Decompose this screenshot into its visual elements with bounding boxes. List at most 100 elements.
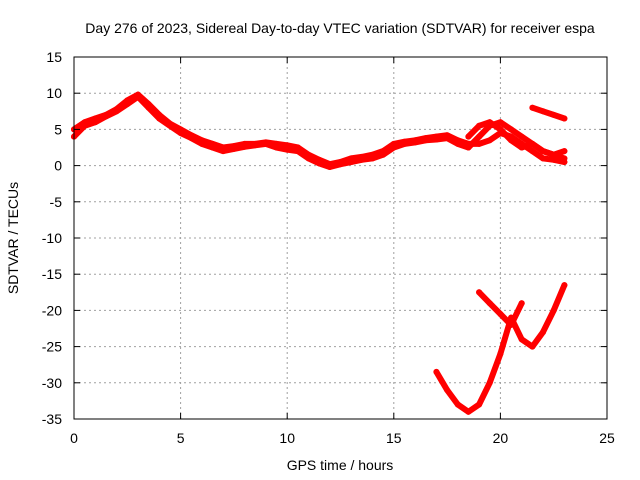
main-trace-b-point: [188, 135, 195, 142]
main-trace-b-point: [145, 104, 152, 111]
main-trace-b-point: [113, 108, 120, 115]
y-tick-label: -15: [42, 266, 62, 282]
main-trace-c-point: [486, 119, 493, 126]
main-trace-c-point: [529, 140, 536, 147]
main-trace-b-point: [476, 133, 483, 140]
dip-trace-point: [433, 368, 440, 375]
rise-trace-point: [486, 300, 493, 307]
y-tick-label: 10: [46, 85, 62, 101]
main-trace-b-point: [156, 115, 163, 122]
main-trace-b-point: [497, 119, 504, 126]
rise-trace-point: [476, 289, 483, 296]
dip-trace-point: [486, 379, 493, 386]
spike-trace-point: [529, 104, 536, 111]
main-trace-b-point: [305, 155, 312, 162]
x-tick-label: 15: [386, 430, 402, 446]
rise-trace-point: [518, 300, 525, 307]
x-tick-label: 20: [493, 430, 509, 446]
main-trace-b-point: [92, 119, 99, 126]
main-trace-b-point: [380, 151, 387, 158]
main-trace-a-point: [529, 148, 536, 155]
main-trace-b-point: [198, 140, 205, 147]
dip-trace-point: [476, 401, 483, 408]
y-tick-label: -30: [42, 375, 62, 391]
y-tick-label: 5: [54, 121, 62, 137]
spike-trace-point: [540, 108, 546, 115]
y-tick-label: -10: [42, 230, 62, 246]
y-axis-label: SDTVAR / TECUs: [5, 182, 21, 294]
main-trace-b-point: [561, 155, 568, 162]
y-tick-label: 0: [54, 158, 62, 174]
dip-trace-point: [540, 329, 546, 336]
spike-trace-point: [550, 111, 557, 118]
x-tick-label: 0: [70, 430, 78, 446]
y-tick-label: 15: [46, 49, 62, 65]
dip-trace-point: [518, 336, 525, 343]
main-trace-c-point: [497, 126, 504, 133]
dip-trace-point: [497, 350, 504, 357]
x-tick-label: 25: [599, 430, 615, 446]
main-trace-b-point: [177, 130, 184, 136]
main-trace-b-point: [262, 140, 269, 147]
main-trace-b-point: [103, 113, 109, 120]
dip-trace-point: [561, 282, 568, 289]
main-trace-b-point: [273, 144, 280, 151]
dip-trace-point: [454, 401, 461, 408]
main-trace-b-point: [316, 160, 323, 167]
main-trace-b-point: [230, 145, 237, 152]
y-tick-label: -35: [42, 411, 62, 427]
main-trace-c-point: [518, 144, 525, 151]
x-axis-label: GPS time / hours: [287, 457, 394, 473]
main-trace-b-point: [422, 137, 429, 144]
dip-trace-point: [550, 307, 557, 314]
main-trace-b-point: [81, 122, 88, 129]
y-tick-label: -5: [50, 194, 63, 210]
main-trace-b-point: [454, 140, 461, 147]
main-trace-c-point: [465, 133, 472, 140]
main-trace-a-point: [486, 137, 493, 144]
y-tick-label: -20: [42, 302, 62, 318]
main-trace-c-point: [476, 122, 483, 129]
main-trace-b-point: [444, 135, 451, 142]
main-trace-b-point: [326, 164, 333, 170]
main-trace-b-point: [252, 142, 259, 149]
dip-trace-point: [529, 343, 536, 350]
rise-trace-point: [497, 311, 504, 317]
spike-trace-line: [529, 104, 568, 122]
main-trace-b-point: [508, 126, 515, 133]
spike-trace-point: [561, 115, 568, 122]
main-trace-b-point: [348, 159, 355, 165]
main-trace-c-point: [540, 148, 546, 155]
main-trace-b-point: [135, 93, 141, 100]
main-trace-b-point: [390, 144, 397, 151]
main-trace-b-point: [369, 155, 376, 162]
main-trace-b-point: [284, 146, 291, 153]
main-trace-b-point: [401, 140, 408, 147]
tick-layer: 0 5 10 15 20 25 15 10 5 0 -5 -10 -15 -20 -25 -30 -35: [42, 49, 615, 446]
main-trace-b-point: [220, 148, 227, 155]
x-tick-label: 5: [177, 430, 185, 446]
main-trace-b-point: [124, 101, 131, 108]
main-trace-c-point: [561, 148, 568, 155]
main-trace-b-point: [433, 136, 440, 143]
chart-title: Day 276 of 2023, Sidereal Day-to-day VTE…: [85, 20, 595, 36]
series-layer: [71, 91, 568, 415]
main-trace-b-point: [337, 161, 344, 168]
main-trace-b-point: [166, 122, 173, 129]
main-trace-c-point: [508, 137, 515, 144]
main-trace-a-point: [540, 155, 546, 162]
main-trace-c-point: [550, 151, 557, 158]
main-trace-b-point: [241, 143, 248, 150]
main-trace-b-point: [412, 139, 419, 146]
y-tick-label: -25: [42, 339, 62, 355]
main-trace-c-line: [465, 119, 568, 158]
dip-trace-point: [465, 408, 472, 415]
dip-trace-point: [444, 387, 451, 393]
main-trace-b-point: [209, 144, 216, 151]
main-trace-b-point: [358, 156, 365, 163]
main-trace-b-point: [518, 133, 525, 140]
x-tick-label: 10: [279, 430, 295, 446]
main-trace-b-point: [465, 144, 472, 151]
